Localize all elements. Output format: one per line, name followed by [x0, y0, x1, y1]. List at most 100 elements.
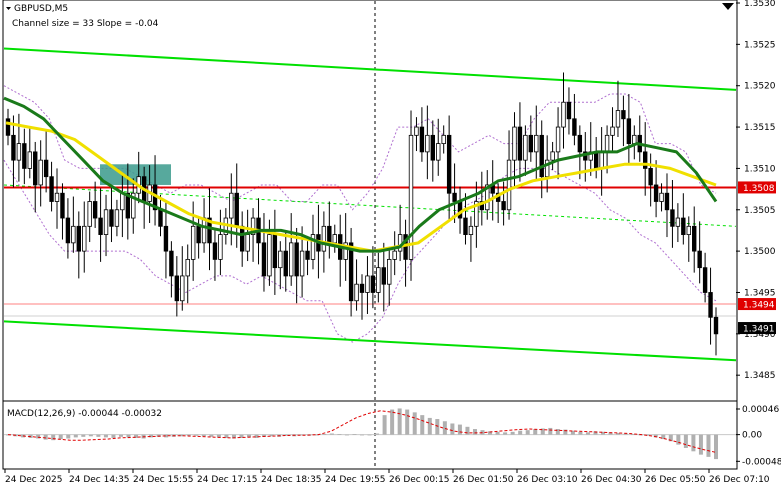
candle-body	[174, 275, 180, 302]
candle	[76, 211, 81, 279]
candle-body	[49, 176, 54, 202]
candle	[425, 105, 430, 180]
macd-label: MACD(12,26,9) -0.00044 -0.00032	[7, 409, 162, 419]
macd-histogram-bar	[209, 434, 214, 437]
candle	[5, 108, 11, 146]
candle-body	[626, 118, 632, 145]
candle	[436, 118, 441, 176]
candle	[681, 193, 686, 245]
candle	[430, 120, 435, 182]
x-tick-label: 26 Dec 01:50	[453, 475, 514, 485]
candle	[479, 171, 485, 226]
macd-histogram-bar	[548, 427, 553, 435]
candle	[370, 246, 376, 309]
price-tag	[738, 181, 776, 194]
macd-histogram-bar	[427, 417, 432, 435]
candle	[452, 163, 457, 224]
candle-body	[376, 267, 381, 293]
macd-histogram-bar	[156, 434, 161, 437]
candle-body	[33, 151, 38, 186]
x-tick-label: 24 Dec 19:55	[325, 475, 386, 485]
candle	[463, 193, 468, 245]
macd-histogram-bar	[382, 415, 387, 435]
channel-lower-line	[3, 320, 737, 362]
candle	[670, 179, 675, 248]
candle-body	[501, 201, 506, 211]
candle	[131, 178, 136, 234]
candle	[250, 208, 256, 262]
candle	[692, 206, 697, 273]
candle-body	[468, 225, 474, 235]
candle-body	[65, 217, 71, 244]
candle-body	[207, 217, 212, 244]
macd-histogram-bar	[698, 434, 703, 455]
macd-histogram-bar	[668, 434, 673, 442]
y-tick-label: 1.3490	[744, 330, 776, 340]
candle	[659, 183, 664, 212]
macd-histogram-bar	[593, 431, 598, 435]
candle-body	[60, 192, 65, 219]
candle-body	[425, 134, 430, 153]
candle-body	[163, 225, 169, 252]
macd-tick-label: 0.00	[742, 431, 762, 441]
candle-body	[43, 159, 49, 178]
macd-histogram-bar	[269, 434, 274, 437]
candle	[82, 201, 87, 273]
price-tag	[738, 298, 776, 311]
candle-body	[517, 126, 523, 161]
candle	[408, 110, 414, 281]
price-tag-label: 1.3508	[743, 184, 775, 194]
y-tick-label: 1.3500	[744, 247, 776, 257]
macd-tick-label: 0.00046	[742, 405, 779, 415]
macd-histogram-bar	[247, 434, 252, 438]
macd-histogram-bar	[96, 434, 101, 437]
candle-body	[653, 184, 659, 202]
candle	[359, 274, 365, 320]
macd-histogram-bar	[397, 408, 402, 435]
macd-histogram-bar	[239, 434, 244, 438]
candle-body	[109, 209, 114, 227]
x-tick-label: 24 Dec 17:15	[197, 475, 258, 485]
macd-histogram-bar	[179, 434, 184, 437]
macd-histogram-bar	[262, 434, 267, 437]
candle-body	[250, 217, 256, 235]
macd-histogram-bar	[58, 434, 63, 440]
candle	[419, 107, 425, 162]
candle	[387, 249, 392, 306]
candle-body	[446, 134, 452, 194]
candle-body	[239, 225, 245, 252]
candle-body	[92, 201, 98, 219]
candle-body	[566, 101, 572, 120]
candle-body	[457, 201, 463, 219]
channel-mid-line	[3, 184, 737, 227]
candle-body	[234, 192, 239, 227]
macd-histogram-bar	[224, 434, 229, 438]
candle-body	[196, 225, 201, 244]
macd-histogram-bar	[661, 434, 666, 440]
candle	[501, 181, 506, 226]
candle-body	[158, 209, 163, 227]
x-tick-label: 24 Dec 15:55	[133, 475, 194, 485]
candle	[414, 117, 419, 152]
candle	[11, 115, 16, 188]
x-tick-label: 26 Dec 03:10	[517, 475, 578, 485]
macd-histogram-bar	[352, 434, 357, 435]
candle-body	[11, 134, 16, 161]
macd-histogram-bar	[525, 430, 530, 435]
candle-body	[332, 234, 337, 244]
candle	[54, 168, 60, 229]
macd-histogram-bar	[533, 429, 538, 435]
candle-body	[365, 275, 370, 293]
candle-body	[528, 134, 534, 153]
candle	[697, 221, 702, 284]
candle	[392, 231, 397, 276]
candle-body	[572, 118, 577, 136]
candle	[261, 213, 267, 292]
candle	[49, 161, 54, 212]
x-tick-label: 26 Dec 05:50	[645, 475, 706, 485]
macd-histogram-bar	[314, 434, 319, 436]
macd-histogram-bar	[442, 421, 447, 435]
scroll-arrow-icon[interactable]	[722, 3, 734, 10]
candle	[43, 130, 49, 193]
candle-body	[229, 192, 234, 219]
